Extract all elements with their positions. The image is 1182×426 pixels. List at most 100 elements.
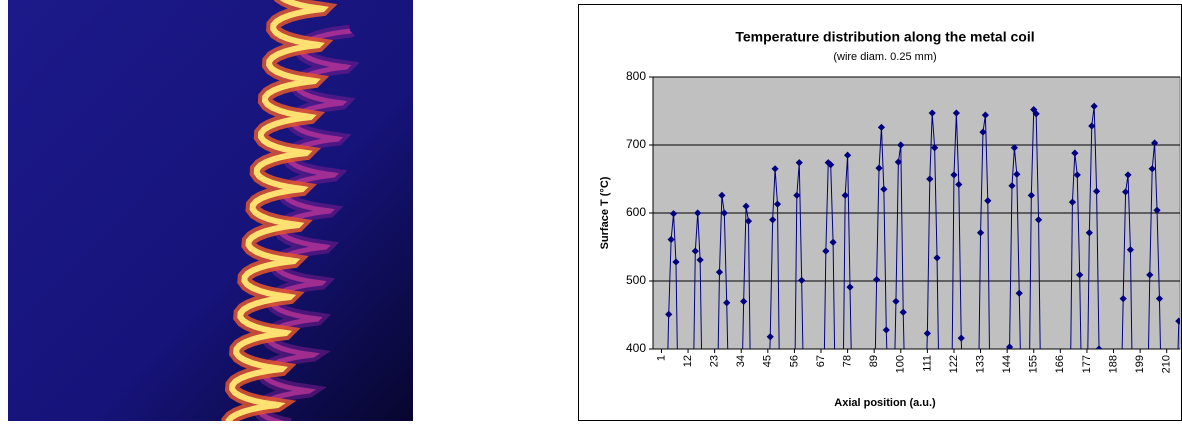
x-tick-label: 67 [815,355,827,367]
data-point [740,297,748,305]
data-point [928,109,936,117]
x-tick-label: 133 [974,355,986,373]
data-point [1146,271,1154,279]
data-point [744,217,753,225]
data-point [923,329,931,337]
data-point [723,299,731,307]
data-point [957,334,965,342]
data-point [1175,317,1180,325]
data-point [892,297,900,305]
data-point [1015,289,1023,297]
data-point [926,175,934,183]
data-point [952,109,960,117]
data-point [822,247,830,255]
y-tick-label: 500 [626,273,646,287]
chart-title: Temperature distribution along the metal… [735,29,1034,45]
data-point [841,191,849,199]
data-point [1088,122,1096,130]
x-tick-label: 188 [1107,355,1119,373]
data-point [1126,246,1135,254]
data-point [720,209,728,217]
data-point [1085,229,1093,237]
data-point [672,258,680,266]
chart-subtitle: (wire diam. 0.25 mm) [833,51,936,63]
x-tick-label: 177 [1081,355,1093,373]
data-point [955,180,963,189]
data-point [1068,198,1077,206]
data-point [742,202,750,210]
data-point [984,197,992,205]
data-point [877,123,886,131]
y-tick-label: 700 [626,137,646,151]
data-point [1071,149,1079,157]
data-point [880,185,888,193]
data-point [933,254,941,262]
x-axis-title: Axial position (a.u.) [834,397,936,409]
data-point [798,276,806,284]
data-point [1013,170,1021,178]
data-point [1030,106,1038,114]
data-point [894,158,902,166]
data-point [1005,343,1014,349]
x-tick-label: 78 [842,355,854,367]
x-tick-label: 199 [1134,355,1146,373]
data-point [1153,206,1161,214]
data-point [1148,165,1156,173]
x-tick-label: 122 [948,355,960,373]
data-point [899,308,907,316]
data-point [766,333,774,341]
data-point [773,200,782,208]
data-point [691,247,699,255]
data-point [827,161,835,169]
data-point [696,256,704,264]
data-point [1073,171,1081,179]
x-tick-label: 45 [762,355,774,367]
x-tick-label: 111 [921,355,933,372]
x-tick-label: 210 [1161,355,1173,373]
y-tick-label: 400 [626,341,646,355]
data-point [718,191,726,199]
data-point [931,144,939,152]
data-point [769,216,777,224]
data-point [829,238,837,246]
data-point [950,171,958,179]
x-tick-label: 166 [1054,355,1066,373]
data-point [667,235,675,244]
data-point [771,165,779,173]
front-coil-core [225,0,330,421]
data-point [1155,295,1164,303]
y-tick-label: 800 [626,69,646,83]
data-point [1092,187,1101,195]
data-point [824,159,832,167]
data-point [873,276,881,284]
data-point [1027,191,1035,199]
data-point [844,151,852,159]
data-point [694,209,702,217]
data-point [897,141,905,149]
data-point [1122,188,1130,196]
series [665,102,1180,349]
data-point [1076,271,1084,279]
data-point [795,159,803,167]
data-point [875,164,883,172]
x-tick-label: 34 [735,355,747,367]
thermal-image [8,0,413,421]
y-tick-label: 600 [626,205,646,219]
data-point [1119,295,1127,303]
x-tick-label: 1 [655,355,667,361]
data-point [882,326,890,334]
data-point [976,229,985,237]
data-point [1032,110,1040,118]
data-point [1124,171,1132,179]
x-tick-label: 144 [1001,355,1013,373]
data-point [669,210,678,218]
data-point [1095,345,1103,349]
x-tick-label: 100 [895,355,907,373]
data-point [793,191,801,199]
data-point [1151,139,1159,147]
data-point [1090,102,1098,110]
data-point [715,268,724,276]
y-axis-title: Surface T (°C) [599,176,611,249]
